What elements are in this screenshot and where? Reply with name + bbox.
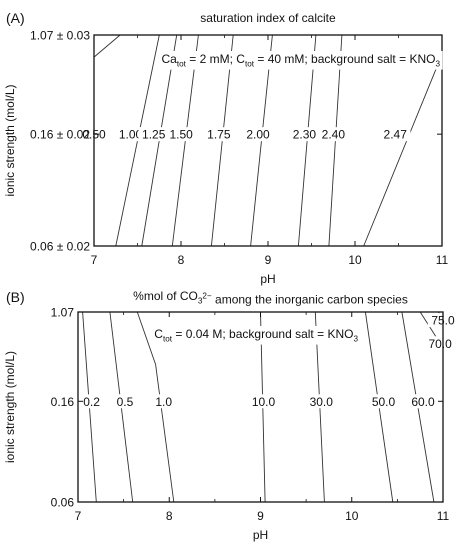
x-tick-label: 10 (348, 253, 362, 267)
contour-label: 2.00 (246, 128, 270, 142)
annotation-part: Ca (162, 52, 178, 66)
y-axis-label: ionic strength (mol/L) (3, 351, 17, 463)
panel-label: (A) (6, 10, 25, 26)
x-tick-label: 9 (265, 253, 272, 267)
contour-label: 30.0 (310, 395, 334, 409)
annotation-part: tot (177, 60, 187, 69)
annotation-part: = 2 mM; C (186, 52, 245, 66)
contour-label-bg (289, 127, 320, 142)
contour-line (136, 311, 175, 503)
annotation-part: tot (245, 60, 255, 69)
x-axis-label: pH (260, 272, 275, 286)
contour-label-bg (165, 127, 197, 142)
annotation-part: = 40 mM; background salt = KNO (254, 52, 435, 66)
x-tick-label: 11 (437, 509, 450, 523)
contour-label: 0.5 (117, 395, 134, 409)
contour-label: 1.00 (119, 128, 143, 142)
contour-label-bg (380, 127, 411, 142)
contour-label-bg (113, 394, 137, 409)
x-tick-label: 8 (178, 253, 185, 267)
contour-label-bg (203, 127, 235, 142)
contour-label-bg (368, 394, 399, 409)
annotation-part: tot (163, 335, 173, 344)
x-tick-label: 9 (257, 509, 264, 523)
contour-label: 10.0 (252, 395, 276, 409)
contour-label: 1.0 (155, 395, 172, 409)
contour-label: 1.25 (142, 128, 166, 142)
y-tick-label: 1.07 (51, 306, 75, 320)
y-axis-label: ionic strength (mol/L) (3, 84, 17, 196)
chart-title-part: %mol of CO (133, 289, 198, 303)
x-tick-label: 10 (345, 509, 359, 523)
contour-label: 2.40 (322, 128, 346, 142)
contour-label: 2.30 (293, 128, 317, 142)
contour-label-bg (138, 127, 169, 142)
annotation-part: 3 (353, 335, 358, 344)
annotation: Catot = 2 mM; Ctot = 40 mM; background s… (162, 52, 441, 69)
chart-title-part: 2− (202, 292, 212, 301)
y-tick-label: 0.06 (51, 496, 75, 510)
panel-label: (B) (6, 289, 25, 305)
contour-label: 70.0 (428, 337, 452, 351)
contour-label: 1.50 (170, 128, 194, 142)
annotation-part: 3 (435, 60, 440, 69)
contour-label: 60.0 (411, 395, 435, 409)
contour-label-bg (242, 127, 274, 142)
contour-label-bg (115, 127, 146, 142)
annotation-part: C (154, 327, 163, 341)
contour-label-bg (427, 313, 456, 328)
contour-label: 2.47 (384, 128, 408, 142)
contour-label-bg (407, 394, 439, 409)
y-tick-label: 0.16 ± 0.02 (30, 128, 90, 142)
x-tick-label: 7 (91, 253, 98, 267)
annotation-bg (159, 51, 443, 70)
x-tick-label: 11 (436, 253, 449, 267)
contour-line (363, 65, 439, 247)
chart-title-part: among the inorganic carbon species (212, 293, 408, 307)
annotation: Ctot = 0.04 M; background salt = KNO3 (154, 327, 358, 344)
contour-label-bg (248, 394, 279, 409)
contour-label-bg (306, 394, 337, 409)
contour-line (93, 34, 121, 58)
annotation-part: = 0.04 M; background salt = KNO (172, 327, 353, 341)
x-tick-label: 7 (75, 509, 82, 523)
contour-label-bg (79, 394, 104, 409)
contour-label: 0.2 (83, 395, 100, 409)
y-tick-label: 0.16 (51, 395, 75, 409)
contour-label-bg (151, 394, 176, 409)
x-tick-label: 8 (166, 509, 173, 523)
y-tick-label: 0.06 ± 0.02 (30, 240, 90, 254)
panel-b: (B)0.2 0.5 1.0 10.0 30.0 50.0 60.070.075.07 8 9 1… (3, 289, 456, 542)
contour-label: 1.75 (207, 128, 231, 142)
annotation-bg (152, 326, 361, 345)
contour-label-bg (424, 336, 456, 351)
chart-title: saturation index of calcite (200, 11, 336, 25)
contour-label: 50.0 (372, 395, 396, 409)
x-axis-label: pH (253, 528, 268, 542)
chart-title-part: 3 (198, 297, 203, 306)
chart-title: %mol of CO32− among the inorganic carbon… (133, 289, 408, 307)
y-tick-label: 1.07 ± 0.03 (30, 29, 90, 43)
contour-label-bg (318, 127, 349, 142)
